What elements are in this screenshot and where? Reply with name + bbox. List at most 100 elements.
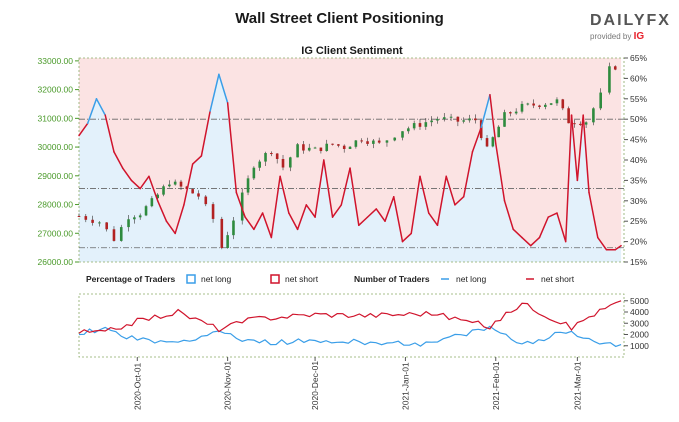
count-frame (78, 293, 625, 358)
sentiment-segment (86, 98, 98, 125)
sentiment-segment (218, 73, 229, 104)
legend: Percentage of Traders net long net short… (86, 274, 575, 284)
x-tick-label: 2020-Oct-01 (132, 362, 142, 410)
right-tick-label: 35% (630, 175, 647, 185)
sentiment-segment (331, 204, 343, 218)
left-tick-label: 32000.00 (38, 85, 74, 95)
sentiment-segment (261, 212, 273, 239)
candle-down (366, 141, 369, 144)
logo-text: DAILYFX (590, 12, 671, 29)
sentiment-segment (445, 175, 456, 206)
sentiment-segment (104, 114, 115, 153)
count-tick-label: 2000 (630, 330, 649, 340)
right-tick-label: 65% (630, 53, 647, 63)
candle-down (191, 189, 194, 194)
sentiment-segment (288, 212, 299, 231)
sentiment-segment (512, 228, 523, 239)
sentiment-segment (358, 216, 369, 227)
sentiment-segment (462, 151, 474, 198)
candle-down (270, 153, 273, 155)
candle-up (599, 92, 602, 109)
candle-up (549, 103, 553, 105)
right-tick-label: 55% (630, 94, 647, 104)
sentiment-segment (454, 195, 465, 206)
candle-down (538, 105, 541, 107)
candle-up (307, 147, 311, 151)
candle-down (561, 99, 565, 109)
candle-up (608, 66, 611, 93)
sentiment-segment (78, 122, 89, 137)
candle-down (485, 138, 489, 147)
sentiment-segment (130, 179, 141, 190)
candle-up (393, 137, 397, 141)
candle-up (424, 122, 428, 127)
candle-up (468, 118, 471, 121)
sentiment-segment (296, 204, 308, 231)
candle-up (401, 131, 404, 138)
candle-up (412, 123, 416, 129)
sentiment-segment (139, 175, 150, 190)
sentiment-segment (165, 220, 176, 235)
plot-frame (78, 57, 625, 263)
sentiment-segment (538, 216, 549, 239)
sentiment-segment (495, 142, 506, 202)
candle-down (91, 219, 94, 223)
count-tick-label: 4000 (630, 307, 649, 317)
candle-down (567, 108, 570, 124)
sentiment-segment (556, 212, 567, 243)
candle-down (84, 216, 88, 220)
candle-up (325, 143, 329, 152)
sentiment-segment (323, 159, 334, 218)
left-tick-label: 29000.00 (38, 171, 74, 181)
candle-down (275, 153, 279, 159)
logo-provided-by: provided by (590, 32, 632, 41)
candle-down (377, 140, 381, 143)
sentiment-segment (529, 236, 541, 247)
candle-up (127, 219, 130, 228)
left-tick-label: 27000.00 (38, 228, 74, 238)
candle-up (436, 118, 439, 121)
candle-down (613, 66, 617, 70)
sentiment-segment (148, 175, 159, 202)
candle-down (211, 204, 215, 219)
candle-up (430, 120, 433, 123)
candle-up (520, 103, 524, 112)
candle-up (354, 140, 358, 147)
count-tick-label: 5000 (630, 296, 649, 306)
legend-pct-short-swatch (270, 274, 280, 284)
candle-down (179, 181, 183, 187)
sentiment-segment (384, 195, 395, 222)
candle-down (360, 140, 364, 142)
sentiment-segment (427, 212, 439, 227)
sentiment-segment (597, 236, 608, 251)
candle-down (204, 196, 208, 205)
candle-down (319, 147, 323, 152)
left-tick-label: 26000.00 (38, 257, 74, 267)
sentiment-segment (174, 204, 185, 235)
candle-up (526, 103, 530, 105)
sentiment-segment (270, 175, 281, 239)
candle-up (503, 112, 506, 127)
sentiment-segment (209, 73, 220, 112)
legend-num-long-label: net long (456, 274, 487, 284)
sentiment-segment (235, 191, 246, 218)
sentiment-segment (200, 110, 211, 157)
sentiment-segment (349, 167, 360, 227)
right-tick-label: 50% (630, 114, 647, 124)
right-tick-label: 60% (630, 73, 647, 83)
sentiment-segment (582, 114, 590, 194)
sentiment-segment (614, 244, 622, 251)
candle-down (112, 229, 116, 241)
candle-up (584, 122, 588, 125)
sentiment-segment (375, 208, 386, 222)
candle-up (150, 198, 154, 207)
candle-down (474, 118, 477, 121)
candle-down (197, 193, 200, 197)
candle-up (372, 140, 375, 144)
candle-up (407, 128, 410, 132)
candle-up (232, 220, 235, 236)
candle-up (133, 217, 136, 220)
x-tick-label: 2020-Dec-01 (310, 361, 320, 410)
